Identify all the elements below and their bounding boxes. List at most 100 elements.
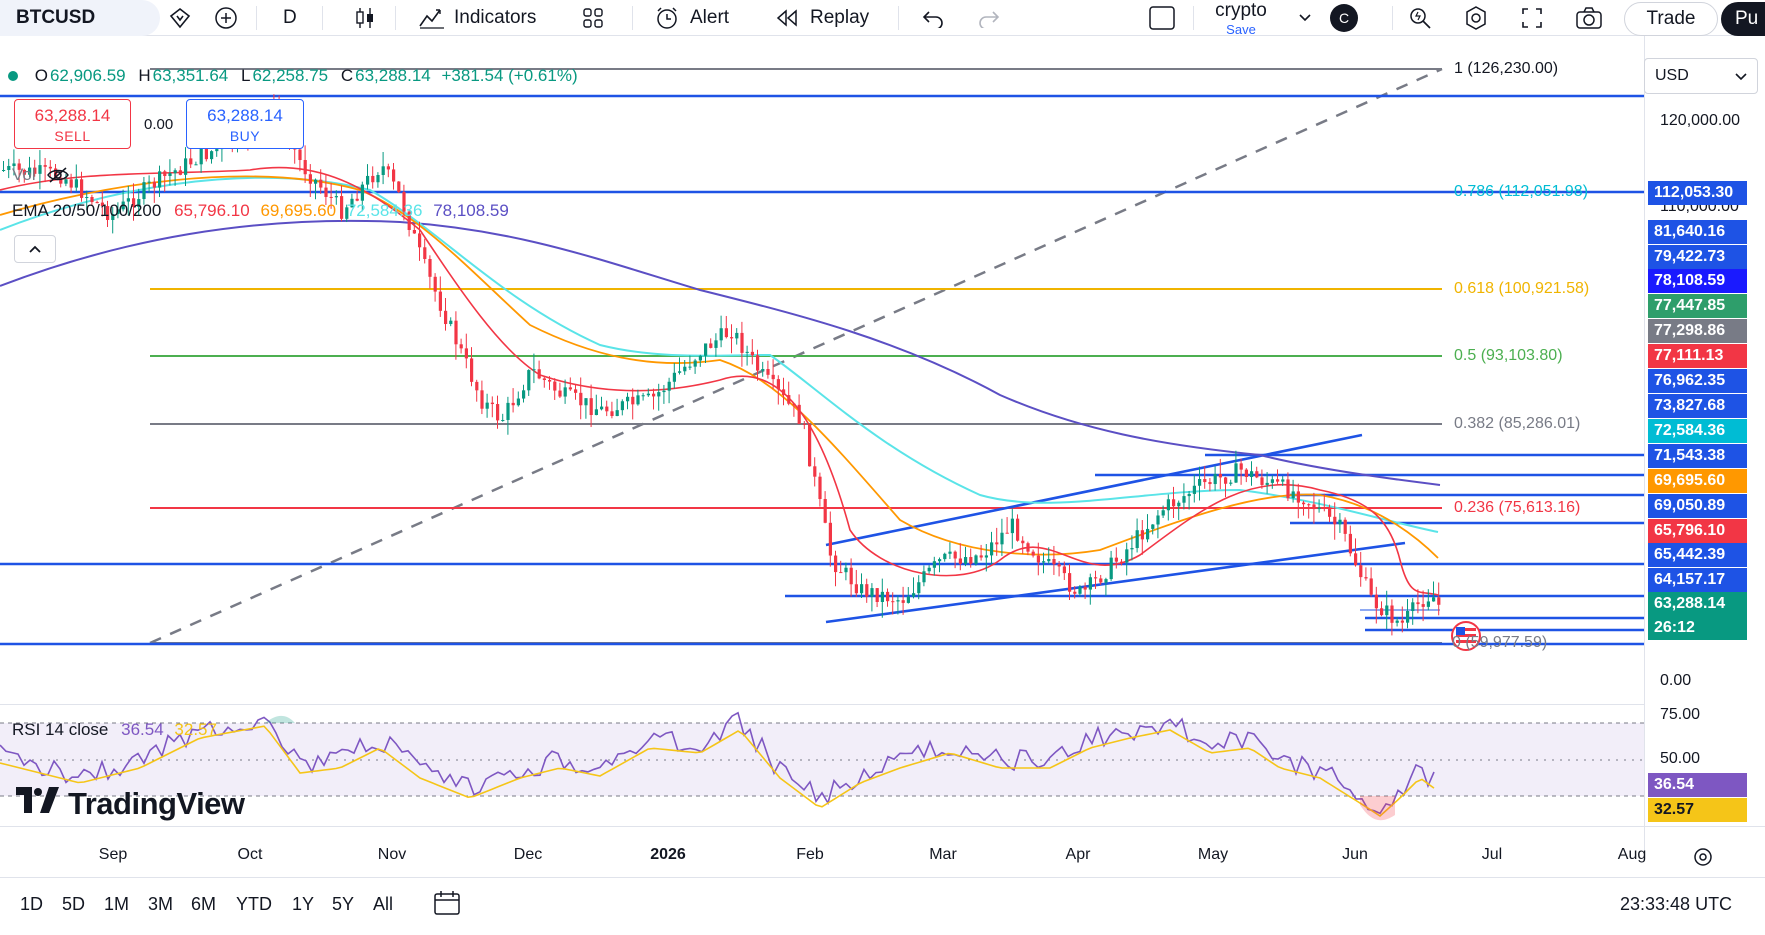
candle-body [631,396,635,405]
candle-body [1291,491,1295,499]
tradingview-logo[interactable]: TradingView [16,786,245,822]
interval-button[interactable]: D [283,0,297,36]
redo-icon[interactable] [974,0,1004,36]
range-button-all[interactable]: All [373,894,394,914]
templates-grid-icon[interactable] [578,0,608,36]
candle-body [672,372,676,382]
candles-icon[interactable] [350,0,380,36]
quick-search-icon[interactable] [1404,0,1436,36]
sell-button[interactable]: 63,288.14 SELL [14,99,131,149]
indicators-button[interactable]: Indicators [418,0,536,36]
price-tag: 72,584.36 [1648,419,1747,443]
compare-add-icon[interactable] [208,0,244,36]
candle-body [189,158,193,165]
range-button-5d[interactable]: 5D [62,894,86,914]
market-status-dot [8,71,18,81]
axis-settings-gear-icon[interactable] [1692,846,1714,873]
candle-body [1088,577,1092,590]
volume-legend[interactable]: Vol [12,165,70,185]
replay-label: Replay [810,7,870,28]
ema-100-value: 72,584.36 [346,201,423,220]
separator [1392,6,1393,30]
candle-body [563,387,567,397]
buy-button[interactable]: 63,288.14 BUY [186,99,304,149]
candle-body [620,401,624,411]
candle-body [1083,586,1087,590]
candle-body [407,211,411,231]
camera-icon[interactable] [1572,0,1606,36]
ohlc-legend: O 62,906.59 H 63,351.64 L 62,258.75 C 63,288… [8,66,580,86]
channel-upper-line [825,433,1363,547]
layout-name-button[interactable]: crypto Save [1208,0,1274,36]
candle-body [818,476,822,500]
candle-body [355,198,359,201]
candle-body [184,158,188,175]
candle-body [147,181,151,183]
candle-body [740,332,744,353]
utc-clock[interactable]: 23:33:48 UTC [1620,894,1733,914]
chevron-down-icon[interactable] [1298,0,1312,36]
chart-canvas[interactable] [0,36,1765,877]
range-button-ytd[interactable]: YTD [236,894,272,914]
candle-body [210,151,214,160]
fib-label: 0.618 (100,921.58) [1454,280,1590,297]
candle-body [158,171,162,188]
candle-body [553,381,557,391]
candle-body [938,559,942,562]
fullscreen-icon[interactable] [1516,0,1548,36]
candle-body [1374,594,1378,609]
range-button-1y[interactable]: 1Y [292,894,315,914]
symbol-search[interactable]: BTCUSD [0,0,160,36]
candle-body [865,584,869,597]
candle-body [1359,565,1363,578]
layout-badge[interactable]: C [1330,0,1358,36]
price-tick: 120,000.00 [1660,112,1741,129]
range-button-1m[interactable]: 1M [104,894,130,914]
high-value: 63,351.64 [152,66,229,85]
candle-body [168,173,172,177]
candle-body [522,390,526,399]
candle-body [1140,530,1144,540]
currency-select[interactable]: USD [1644,58,1758,94]
publish-label: Pu [1735,8,1759,29]
add-symbol-diamond-icon[interactable] [160,0,200,36]
candle-body [1302,502,1306,505]
range-button-1d[interactable]: 1D [20,894,44,914]
settings-gear-icon[interactable] [1460,0,1492,36]
candle-body [121,201,125,210]
layout-square-icon[interactable] [1146,0,1178,36]
candle-body [12,163,16,166]
candle-body [464,348,468,359]
legend-collapse-button[interactable] [14,235,56,263]
candle-body [802,423,806,425]
undo-icon[interactable] [918,0,948,36]
date-range-calendar-icon[interactable] [432,890,462,921]
separator [395,6,396,30]
range-button-6m[interactable]: 6M [191,894,217,914]
ema-20-value: 65,796.10 [174,201,250,220]
candle-body [542,378,546,380]
candle-body [90,197,94,203]
ema-legend[interactable]: EMA 20/50/100/200 65,796.10 69,695.60 72… [12,201,509,221]
rsi-band [0,723,1644,796]
alert-button[interactable]: Alert [654,0,729,36]
candle-body [750,351,754,356]
candle-body [626,396,630,402]
range-button-3m[interactable]: 3M [148,894,174,914]
rsi-legend[interactable]: RSI 14 close 36.54 32.57 [12,720,217,740]
high-label: H [138,66,151,85]
range-button-5y[interactable]: 5Y [332,894,355,914]
candle-body [1016,518,1020,541]
candle-body [724,328,728,338]
candle-body [1244,469,1248,478]
trade-button[interactable]: Trade [1624,2,1718,36]
eye-hidden-icon[interactable] [46,166,70,184]
candle-body [319,179,323,188]
fib-label: 0.5 (93,103.80) [1454,347,1563,364]
publish-button[interactable]: Pu [1721,2,1765,36]
candle-body [1380,608,1384,616]
candle-body [641,395,645,397]
replay-button[interactable]: Replay [774,0,869,36]
candle-body [844,567,848,573]
candle-body [1265,482,1269,485]
